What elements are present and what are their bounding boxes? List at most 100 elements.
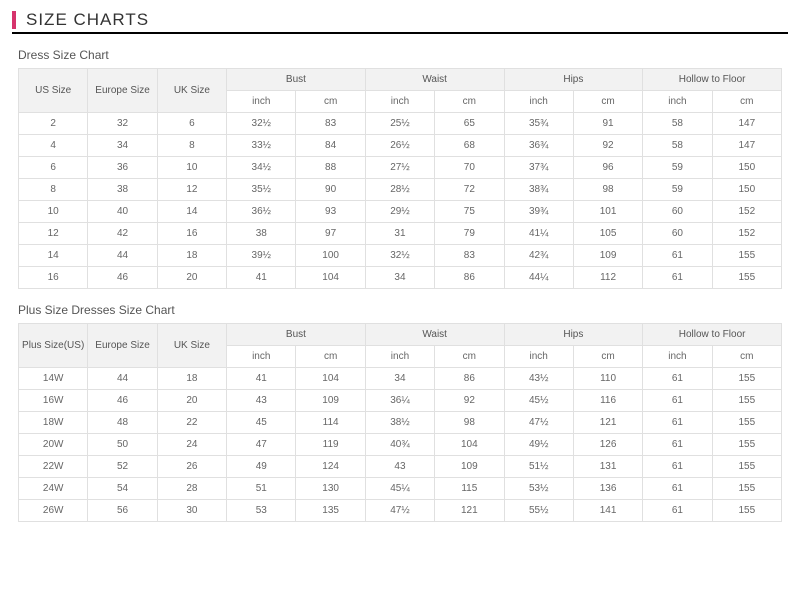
- cell-eu: 44: [88, 368, 157, 390]
- cell-hc: 101: [573, 201, 642, 223]
- cell-uk: 28: [157, 478, 226, 500]
- cell-fli: 59: [643, 157, 712, 179]
- cell-fli: 61: [643, 368, 712, 390]
- table-row: 6361034½8827½7037¾9659150: [19, 157, 782, 179]
- sub-cm: cm: [435, 91, 504, 113]
- cell-wi: 25½: [365, 113, 434, 135]
- cell-wc: 109: [435, 456, 504, 478]
- sub-inch: inch: [365, 346, 434, 368]
- sub-inch: inch: [504, 346, 573, 368]
- cell-bi: 32½: [227, 113, 296, 135]
- cell-hc: 136: [573, 478, 642, 500]
- cell-wi: 43: [365, 456, 434, 478]
- cell-bc: 124: [296, 456, 365, 478]
- cell-hi: 37¾: [504, 157, 573, 179]
- cell-bi: 41: [227, 267, 296, 289]
- col-hollow: Hollow to Floor: [643, 324, 782, 346]
- cell-bc: 130: [296, 478, 365, 500]
- table-row: 22W5226491244310951½13161155: [19, 456, 782, 478]
- cell-hc: 116: [573, 390, 642, 412]
- cell-wc: 75: [435, 201, 504, 223]
- cell-wi: 29½: [365, 201, 434, 223]
- cell-wc: 86: [435, 368, 504, 390]
- table-row: 232632½8325½6535¾9158147: [19, 113, 782, 135]
- dress-title: Dress Size Chart: [18, 48, 782, 62]
- plus-section: Plus Size Dresses Size Chart Plus Size(U…: [18, 303, 782, 522]
- cell-bc: 93: [296, 201, 365, 223]
- cell-uk: 6: [157, 113, 226, 135]
- plus-title: Plus Size Dresses Size Chart: [18, 303, 782, 317]
- cell-bi: 49: [227, 456, 296, 478]
- cell-hi: 41¼: [504, 223, 573, 245]
- cell-wc: 79: [435, 223, 504, 245]
- cell-flc: 152: [712, 201, 781, 223]
- cell-wi: 32½: [365, 245, 434, 267]
- cell-us: 12: [19, 223, 88, 245]
- cell-bi: 41: [227, 368, 296, 390]
- sub-cm: cm: [296, 346, 365, 368]
- col-eu: Europe Size: [88, 69, 157, 113]
- sub-inch: inch: [504, 91, 573, 113]
- cell-flc: 155: [712, 412, 781, 434]
- table-header-row: US Size Europe Size UK Size Bust Waist H…: [19, 69, 782, 91]
- col-us: Plus Size(US): [19, 324, 88, 368]
- cell-flc: 150: [712, 179, 781, 201]
- cell-us: 6: [19, 157, 88, 179]
- cell-uk: 18: [157, 245, 226, 267]
- cell-wi: 47½: [365, 500, 434, 522]
- cell-us: 10: [19, 201, 88, 223]
- table-row: 14441839½10032½8342¾10961155: [19, 245, 782, 267]
- cell-hc: 110: [573, 368, 642, 390]
- table-row: 26W56305313547½12155½14161155: [19, 500, 782, 522]
- cell-flc: 155: [712, 245, 781, 267]
- sub-inch: inch: [227, 91, 296, 113]
- cell-us: 22W: [19, 456, 88, 478]
- col-hollow: Hollow to Floor: [643, 69, 782, 91]
- cell-eu: 44: [88, 245, 157, 267]
- cell-wc: 92: [435, 390, 504, 412]
- cell-fli: 61: [643, 245, 712, 267]
- cell-hi: 45½: [504, 390, 573, 412]
- col-waist: Waist: [365, 69, 504, 91]
- cell-bi: 53: [227, 500, 296, 522]
- cell-bc: 88: [296, 157, 365, 179]
- cell-us: 14: [19, 245, 88, 267]
- table-row: 10401436½9329½7539¾10160152: [19, 201, 782, 223]
- cell-bc: 90: [296, 179, 365, 201]
- cell-hc: 131: [573, 456, 642, 478]
- cell-bc: 84: [296, 135, 365, 157]
- cell-fli: 61: [643, 478, 712, 500]
- sub-cm: cm: [712, 346, 781, 368]
- cell-wc: 65: [435, 113, 504, 135]
- cell-us: 2: [19, 113, 88, 135]
- cell-wc: 68: [435, 135, 504, 157]
- col-bust: Bust: [227, 69, 366, 91]
- cell-eu: 54: [88, 478, 157, 500]
- cell-us: 26W: [19, 500, 88, 522]
- col-uk: UK Size: [157, 324, 226, 368]
- cell-eu: 46: [88, 390, 157, 412]
- sub-cm: cm: [573, 346, 642, 368]
- plus-table: Plus Size(US) Europe Size UK Size Bust W…: [18, 323, 782, 522]
- cell-hi: 47½: [504, 412, 573, 434]
- cell-hc: 105: [573, 223, 642, 245]
- table-row: 14W441841104348643½11061155: [19, 368, 782, 390]
- cell-bc: 104: [296, 267, 365, 289]
- cell-wi: 38½: [365, 412, 434, 434]
- cell-flc: 152: [712, 223, 781, 245]
- cell-uk: 16: [157, 223, 226, 245]
- cell-uk: 24: [157, 434, 226, 456]
- cell-bc: 83: [296, 113, 365, 135]
- table-row: 18W48224511438½9847½12161155: [19, 412, 782, 434]
- cell-uk: 26: [157, 456, 226, 478]
- cell-hc: 109: [573, 245, 642, 267]
- cell-bi: 38: [227, 223, 296, 245]
- cell-bc: 100: [296, 245, 365, 267]
- cell-flc: 155: [712, 478, 781, 500]
- cell-wc: 104: [435, 434, 504, 456]
- cell-bc: 104: [296, 368, 365, 390]
- table-row: 16W46204310936¼9245½11661155: [19, 390, 782, 412]
- cell-hi: 43½: [504, 368, 573, 390]
- cell-hc: 96: [573, 157, 642, 179]
- cell-flc: 155: [712, 456, 781, 478]
